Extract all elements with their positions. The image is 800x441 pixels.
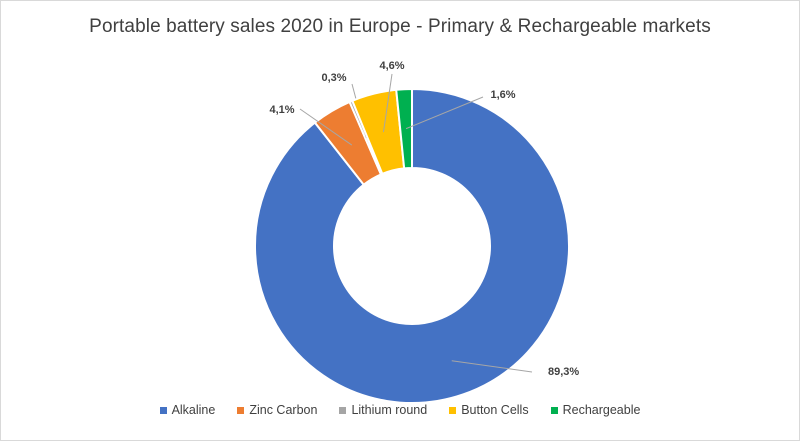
legend-item-alkaline: Alkaline bbox=[159, 403, 216, 417]
chart-title: Portable battery sales 2020 in Europe - … bbox=[89, 16, 711, 37]
slice-rechargeable bbox=[395, 87, 413, 170]
data-label-alkaline: 89,3% bbox=[548, 366, 579, 378]
leader-line-zinc-carbon bbox=[299, 108, 353, 146]
leader-line-button-cells bbox=[382, 73, 393, 133]
legend-label-rechargeable: Rechargeable bbox=[562, 403, 641, 417]
legend-label-zinc-carbon: Zinc Carbon bbox=[249, 403, 318, 417]
legend-item-button-cells: Button Cells bbox=[449, 403, 529, 417]
data-label-rechargeable: 1,6% bbox=[490, 89, 515, 101]
legend: Alkaline Zinc Carbon Lithium round Button C… bbox=[0, 403, 800, 417]
legend-item-lithium-round: Lithium round bbox=[339, 403, 427, 417]
legend-item-rechargeable: Rechargeable bbox=[550, 403, 641, 417]
legend-swatch-alkaline bbox=[159, 406, 167, 414]
data-label-lithium-round: 0,3% bbox=[321, 72, 346, 84]
legend-swatch-lithium-round bbox=[339, 406, 347, 414]
legend-label-alkaline: Alkaline bbox=[171, 403, 216, 417]
legend-item-zinc-carbon: Zinc Carbon bbox=[237, 403, 317, 417]
data-label-button-cells: 4,6% bbox=[379, 60, 404, 72]
leader-line-rechargeable bbox=[405, 96, 484, 130]
legend-swatch-zinc-carbon bbox=[237, 406, 245, 414]
leader-line-alkaline bbox=[451, 360, 533, 373]
legend-label-lithium-round: Lithium round bbox=[351, 403, 428, 417]
data-label-zinc-carbon: 4,1% bbox=[269, 104, 294, 116]
legend-swatch-rechargeable bbox=[550, 406, 558, 414]
legend-label-button-cells: Button Cells bbox=[461, 403, 529, 417]
slice-alkaline bbox=[254, 87, 570, 404]
legend-swatch-button-cells bbox=[449, 406, 457, 414]
